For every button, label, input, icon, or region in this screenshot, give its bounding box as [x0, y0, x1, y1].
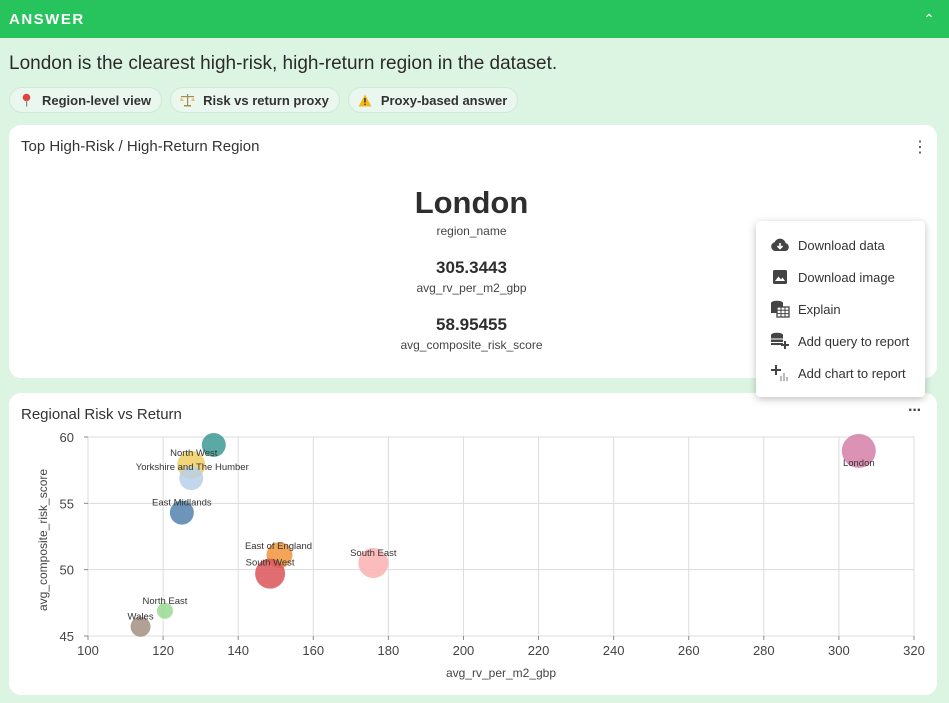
- kpi-metric1-value: 305.3443: [436, 258, 507, 277]
- add-chart-icon: [769, 363, 791, 383]
- kpi-metric2-value: 58.95455: [436, 315, 507, 334]
- chip-risk-return[interactable]: Risk vs return proxy: [170, 87, 340, 113]
- chart-more-icon[interactable]: ···: [908, 402, 922, 419]
- chip-label: Risk vs return proxy: [203, 92, 329, 108]
- menu-add-query[interactable]: Add query to report: [756, 325, 925, 357]
- menu-download-data[interactable]: Download data: [756, 229, 925, 261]
- balance-icon: [180, 93, 196, 108]
- kpi-metric1-label: avg_rv_per_m2_gbp: [416, 281, 527, 295]
- answer-header[interactable]: ANSWER ⌃: [0, 0, 949, 38]
- menu-label: Download data: [798, 237, 885, 253]
- kpi-more-icon[interactable]: ⋮: [912, 139, 928, 156]
- menu-add-chart[interactable]: Add chart to report: [756, 357, 925, 389]
- kpi-card-title: Top High-Risk / High-Return Region: [21, 138, 260, 155]
- menu-label: Explain: [798, 301, 841, 317]
- kpi-main-value: London: [414, 185, 529, 220]
- answer-headline: London is the clearest high-risk, high-r…: [9, 53, 558, 74]
- chip-proxy-answer[interactable]: Proxy-based answer: [347, 87, 519, 113]
- image-icon: [769, 267, 791, 287]
- chevron-up-icon[interactable]: ⌃: [923, 10, 935, 27]
- kpi-metric2-label: avg_composite_risk_score: [400, 338, 543, 352]
- pin-icon: [19, 93, 34, 108]
- menu-explain[interactable]: Explain: [756, 293, 925, 325]
- kpi-main-label: region_name: [436, 224, 507, 238]
- chart-card-title: Regional Risk vs Return: [21, 406, 182, 423]
- menu-label: Download image: [798, 269, 895, 285]
- context-menu: Download data Download image Explain Add…: [756, 221, 925, 397]
- menu-label: Add chart to report: [798, 365, 906, 381]
- chip-label: Region-level view: [42, 92, 152, 108]
- chip-row: Region-level view Risk vs return proxy P…: [9, 87, 519, 113]
- answer-title: ANSWER: [9, 10, 85, 28]
- add-query-icon: [769, 331, 791, 351]
- cloud-download-icon: [769, 235, 791, 255]
- menu-label: Add query to report: [798, 333, 910, 349]
- chip-label: Proxy-based answer: [380, 92, 508, 108]
- chart-card: Regional Risk vs Return ···: [9, 393, 937, 695]
- table-icon: [769, 299, 791, 319]
- menu-download-image[interactable]: Download image: [756, 261, 925, 293]
- warning-icon: [358, 93, 373, 108]
- chip-region-level[interactable]: Region-level view: [9, 87, 163, 113]
